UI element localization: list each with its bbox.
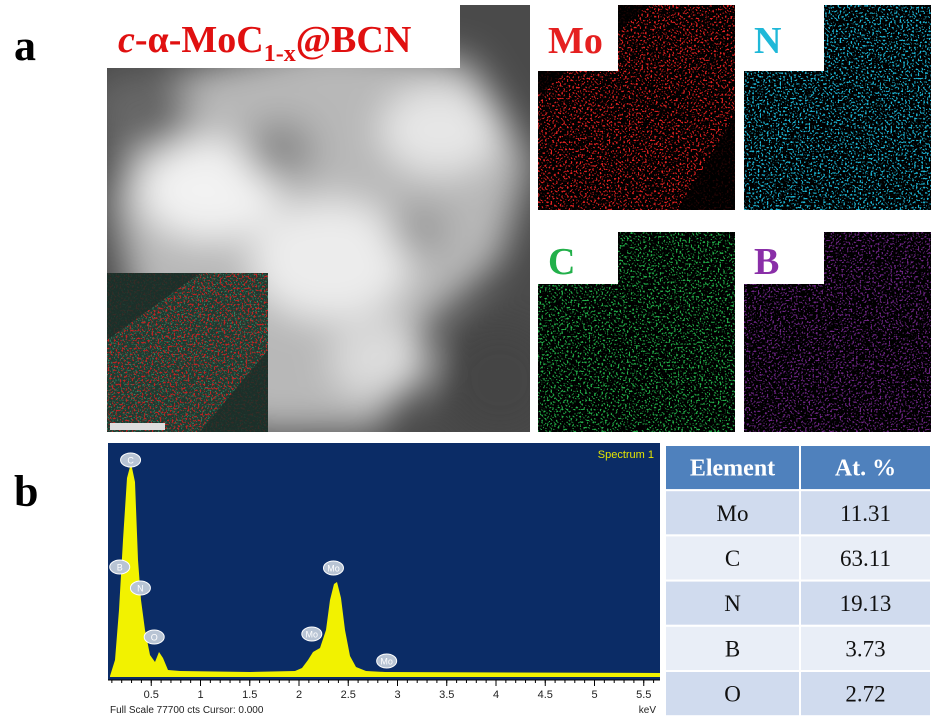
x-tick-label: 1.5 (242, 689, 257, 701)
cell-text: B (725, 636, 740, 661)
cell-text: 63.11 (840, 546, 891, 571)
title-part: -α-MoC (135, 19, 264, 61)
peak-label: Mo (380, 657, 393, 667)
cell-text: 2.72 (845, 682, 885, 707)
peak-label: Mo (327, 564, 340, 574)
spectrum-footer: Full Scale 77700 cts Cursor: 0.000 (110, 705, 264, 716)
x-tick-label: 5.5 (636, 689, 651, 701)
inset-legend (110, 423, 165, 430)
x-tick-label: 4 (493, 689, 499, 701)
x-tick-label: 1 (197, 689, 203, 701)
element-maps: Mo N C B (538, 5, 931, 432)
spectrum-title: Spectrum 1 (598, 449, 654, 461)
title-subscript: 1-x (264, 41, 296, 67)
x-tick-label: 2 (296, 689, 302, 701)
peak-label: O (151, 633, 158, 643)
x-axis-unit: keV (639, 705, 657, 716)
map-label: Mo (548, 20, 603, 62)
map-label: N (754, 20, 781, 62)
map-label: B (754, 241, 779, 283)
header-text: At. % (835, 456, 896, 482)
peak-label: C (127, 456, 134, 466)
x-tick-label: 3.5 (439, 689, 454, 701)
header-text: Element (690, 456, 775, 482)
x-tick-label: 0.5 (144, 689, 159, 701)
figure: a b c-α-MoC1-x@BCN MoNCB Spectrum 1 Full… (0, 0, 931, 716)
cell-text: C (725, 546, 740, 571)
panel-label: b (14, 467, 38, 516)
overlay-inset (107, 273, 268, 432)
peak-label: N (137, 584, 144, 594)
cell-text: Mo (717, 501, 749, 526)
x-tick-label: 2.5 (341, 689, 356, 701)
cell-text: 19.13 (840, 591, 892, 616)
x-tick-label: 3 (394, 689, 400, 701)
cell-text: O (724, 682, 741, 707)
composition-table: Element At. % Mo 11.31 C 63.11 N 19.13 B 3.73 O 2.7… (665, 445, 931, 716)
peak-label: Mo (306, 630, 319, 640)
peak-label: B (117, 563, 123, 573)
cell-text: 11.31 (840, 501, 891, 526)
x-tick-label: 5 (591, 689, 597, 701)
cell-text: 3.73 (845, 636, 885, 661)
spectrum: Spectrum 1 Full Scale 77700 cts Cursor: … (108, 443, 660, 716)
cell-text: N (724, 591, 741, 616)
map-label: C (548, 241, 575, 283)
x-tick-label: 4.5 (538, 689, 553, 701)
panel-label: a (14, 21, 36, 70)
title-part: c (118, 19, 135, 61)
title-part: @BCN (296, 19, 412, 61)
